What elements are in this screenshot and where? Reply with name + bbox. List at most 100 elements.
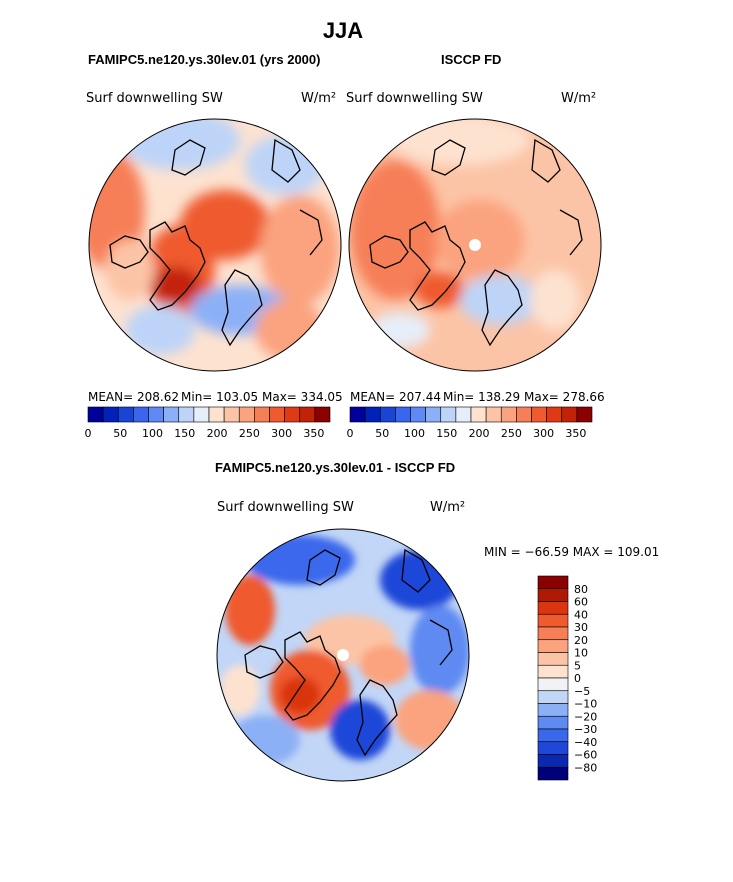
obs-units-label: W/m² [561, 91, 597, 106]
model-colorbar-swatch [254, 406, 270, 423]
diff-map-border [216, 528, 470, 782]
obs-colorbar-swatch [576, 406, 593, 423]
model-units-label: W/m² [301, 91, 337, 106]
season-title: JJA [322, 18, 364, 43]
obs-colorbar-swatch [546, 406, 563, 423]
model-panel-title: FAMIPC5.ne120.ys.30lev.01 (yrs 2000) [88, 52, 321, 67]
diff-colorbar-swatch [537, 677, 569, 692]
obs-colorbar-swatch [500, 406, 517, 423]
diff-colorbar-swatch [537, 575, 569, 590]
diff-colorbar-tick-label: 20 [574, 634, 588, 647]
model-colorbar-swatch [193, 406, 210, 423]
diff-colorbar-tick-label: 60 [574, 596, 588, 609]
diff-colorbar-tick-label: 80 [574, 583, 588, 596]
diff-colorbar-swatch [537, 741, 569, 755]
obs-colorbar-tick-label: 250 [501, 427, 522, 440]
obs-variable-label: Surf downwelling SW [346, 91, 483, 106]
diff-colorbar-swatch [537, 588, 569, 602]
obs-colorbar-swatch [485, 406, 502, 423]
model-colorbar-tick-label: 200 [207, 427, 228, 440]
obs-map [349, 119, 601, 371]
model-colorbar-tick-label: 350 [303, 427, 324, 440]
obs-colorbar-tick-label: 50 [375, 427, 389, 440]
model-colorbar: 0 50 100 150 200 250 300 350 [85, 406, 331, 440]
diff-colorbar-swatch [537, 639, 569, 653]
model-colorbar-swatch [133, 406, 149, 423]
diff-colorbar-tick-label: −80 [574, 761, 597, 774]
obs-max: Max= 278.66 [524, 390, 605, 404]
diff-colorbar-tick-label: −40 [574, 736, 597, 749]
obs-colorbar-swatch [379, 406, 396, 423]
model-colorbar-swatch [238, 406, 255, 423]
diff-colorbar-swatch [537, 626, 569, 641]
obs-colorbar-swatch [364, 406, 381, 423]
obs-colorbar-swatch [561, 406, 578, 423]
diff-panel-title: FAMIPC5.ne120.ys.30lev.01 - ISCCP FD [215, 460, 456, 475]
model-colorbar-swatch [163, 406, 180, 423]
diff-colorbar-tick-label: −5 [574, 685, 590, 698]
diff-map [217, 529, 469, 781]
obs-map-border [348, 118, 602, 372]
model-colorbar-tick-label: 300 [271, 427, 292, 440]
diff-colorbar-swatch [537, 613, 569, 628]
model-colorbar-swatch [117, 406, 134, 423]
diff-colorbar-tick-label: 10 [574, 647, 588, 660]
model-colorbar-swatch [87, 406, 104, 423]
model-max: Max= 334.05 [262, 390, 343, 404]
model-mean: MEAN= 208.62 [88, 390, 179, 404]
obs-colorbar-swatch [425, 406, 442, 423]
model-colorbar-swatch [314, 406, 331, 423]
diff-colorbar-swatch [537, 664, 569, 679]
diff-variable-label: Surf downwelling SW [217, 500, 354, 515]
diff-min-max: MIN = −66.59 MAX = 109.01 [484, 545, 660, 559]
model-colorbar-swatch [299, 406, 316, 423]
model-colorbar-swatch [269, 406, 285, 423]
model-colorbar-swatch [102, 406, 119, 423]
diff-colorbar-swatch [537, 728, 569, 743]
model-map [89, 119, 341, 371]
model-min: Min= 103.05 [181, 390, 259, 404]
obs-colorbar: 0 50 100 150 200 250 300 350 [347, 406, 593, 440]
model-colorbar-swatch [178, 406, 195, 423]
diff-units-label: W/m² [430, 500, 466, 515]
diff-colorbar-tick-label: 0 [574, 672, 581, 685]
diff-colorbar-swatch [537, 703, 569, 717]
diff-pole-mask [337, 649, 349, 661]
diff-colorbar-swatch [537, 754, 569, 768]
model-colorbar-swatch [284, 406, 301, 423]
model-colorbar-tick-label: 150 [174, 427, 195, 440]
model-map-border [88, 118, 342, 372]
diff-colorbar-tick-label: 40 [574, 608, 588, 621]
diff-colorbar-tick-label: −10 [574, 698, 597, 711]
obs-colorbar-swatch [440, 406, 457, 423]
obs-colorbar-tick-label: 200 [469, 427, 490, 440]
obs-colorbar-swatch [516, 406, 532, 423]
diff-colorbar-tick-label: 30 [574, 621, 588, 634]
diff-colorbar-swatch [537, 766, 569, 781]
diff-colorbar-swatch [537, 690, 569, 704]
obs-panel-title: ISCCP FD [441, 52, 502, 67]
model-colorbar-swatch [208, 406, 225, 423]
model-colorbar-tick-label: 250 [239, 427, 260, 440]
model-variable-label: Surf downwelling SW [86, 91, 223, 106]
diff-colorbar-swatch [537, 652, 569, 666]
obs-colorbar-swatch [455, 406, 472, 423]
obs-colorbar-tick-label: 300 [533, 427, 554, 440]
obs-colorbar-swatch [470, 406, 487, 423]
obs-colorbar-tick-label: 100 [404, 427, 425, 440]
model-colorbar-tick-label: 50 [113, 427, 127, 440]
diff-colorbar-tick-label: −60 [574, 749, 597, 762]
obs-min: Min= 138.29 [443, 390, 521, 404]
obs-colorbar-swatch [395, 406, 411, 423]
model-colorbar-tick-label: 0 [85, 427, 92, 440]
diff-colorbar-tick-label: 5 [574, 659, 581, 672]
model-colorbar-swatch [148, 406, 164, 423]
obs-colorbar-tick-label: 0 [347, 427, 354, 440]
obs-colorbar-tick-label: 350 [565, 427, 586, 440]
obs-mean: MEAN= 207.44 [350, 390, 441, 404]
diff-colorbar-swatch [537, 601, 569, 615]
model-colorbar-tick-label: 100 [142, 427, 163, 440]
obs-colorbar-tick-label: 150 [436, 427, 457, 440]
